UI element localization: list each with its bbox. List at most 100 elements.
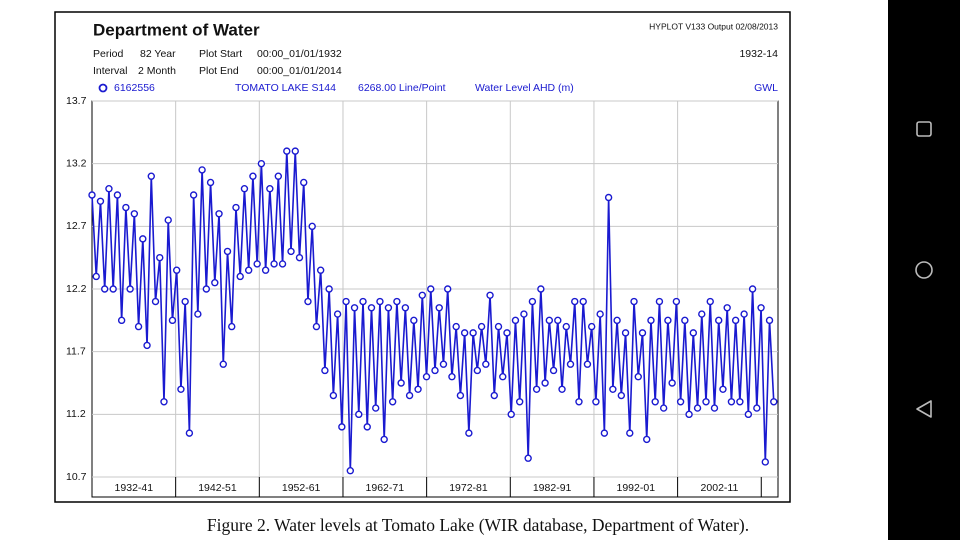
legend-label: 6162556: [114, 82, 155, 94]
data-point: [698, 310, 706, 318]
chart: Department of Water HYPLOT V133 Output 0…: [54, 11, 791, 503]
data-point: [189, 191, 198, 199]
navigation-bar: [888, 0, 960, 540]
data-point: [473, 366, 482, 375]
y-tick-label: 12.7: [66, 220, 87, 232]
data-point: [405, 391, 414, 400]
data-point: [592, 398, 600, 406]
data-point: [194, 310, 202, 318]
data-point: [427, 285, 435, 293]
data-point: [672, 297, 681, 306]
data-point: [545, 316, 554, 325]
data-point: [748, 285, 757, 293]
data-point: [554, 316, 562, 325]
data-point: [444, 285, 452, 293]
data-point: [668, 379, 676, 387]
x-tick-label: 1992-01: [617, 482, 656, 494]
data-point: [363, 423, 371, 431]
data-point: [418, 291, 426, 299]
data-point: [401, 304, 410, 312]
data-point: [198, 166, 206, 174]
data-point: [329, 391, 338, 400]
data-point: [520, 310, 528, 318]
data-point: [113, 191, 122, 199]
plot-start: 00:00_01/01/1932: [257, 48, 342, 60]
recents-button[interactable]: [916, 121, 932, 137]
data-point: [465, 429, 473, 437]
data-point: [562, 322, 570, 331]
data-point: [439, 360, 448, 368]
x-tick-label: 1962-71: [366, 482, 405, 494]
data-point: [232, 203, 240, 212]
data-point: [422, 373, 431, 381]
data-point: [583, 360, 592, 368]
data-point: [300, 178, 308, 187]
data-point: [681, 316, 689, 325]
data-point: [388, 398, 397, 406]
data-point: [372, 404, 380, 412]
data-point: [456, 391, 465, 400]
software-label: HYPLOT V133 Output 02/08/2013: [649, 21, 778, 31]
data-point: [414, 385, 422, 393]
series-line: [91, 150, 775, 472]
back-button[interactable]: [916, 400, 932, 418]
data-point: [278, 260, 287, 268]
data-point: [291, 147, 299, 155]
period: 82 Year: [140, 48, 176, 60]
data-point: [316, 266, 325, 274]
data-point: [333, 310, 342, 318]
data-point: [359, 297, 367, 306]
data-point: [558, 385, 566, 393]
data-point: [719, 385, 727, 393]
y-tick-label: 12.2: [66, 283, 87, 295]
data-point: [723, 304, 731, 312]
data-point: [96, 197, 105, 205]
data-point: [524, 454, 532, 462]
x-tick-label: 1952-61: [282, 482, 321, 494]
data-point: [287, 247, 295, 256]
home-button[interactable]: [915, 261, 933, 279]
data-point: [744, 410, 753, 419]
data-point: [757, 304, 765, 312]
data-point: [236, 272, 244, 281]
data-point: [490, 391, 498, 400]
data-point: [511, 316, 520, 325]
data-point: [549, 366, 558, 375]
data-point: [367, 304, 376, 312]
data-point: [257, 159, 266, 168]
data-point: [274, 172, 283, 180]
plot-start-label: Plot Start: [199, 48, 242, 60]
data-point: [228, 322, 236, 331]
data-point: [244, 266, 253, 274]
data-point: [346, 467, 355, 475]
data-point: [109, 285, 117, 293]
data-point: [308, 222, 316, 231]
data-point: [172, 266, 181, 274]
data-point: [740, 310, 748, 318]
data-point: [528, 297, 537, 306]
data-point: [503, 329, 511, 337]
data-point: [689, 329, 698, 337]
y-tick-label: 10.7: [66, 471, 87, 483]
data-point: [604, 193, 613, 202]
data-point: [312, 322, 321, 331]
data-point: [448, 373, 456, 381]
site-label: TOMATO LAKE S144: [235, 82, 336, 94]
data-point: [575, 398, 583, 406]
data-point: [587, 322, 596, 331]
data-point: [647, 316, 655, 325]
x-tick-label: 2002-11: [701, 482, 739, 494]
data-point: [139, 235, 147, 243]
data-point: [206, 178, 215, 187]
data-point: [715, 316, 723, 325]
data-point: [147, 172, 155, 180]
data-point: [338, 423, 346, 431]
x-tick-label: 1972-81: [449, 482, 488, 494]
range-label: 1932-14: [739, 48, 778, 60]
data-point: [609, 385, 617, 393]
data-point: [499, 373, 507, 381]
data-point: [130, 210, 139, 218]
data-point: [88, 191, 96, 199]
data-point: [541, 379, 549, 387]
data-point: [283, 147, 291, 155]
